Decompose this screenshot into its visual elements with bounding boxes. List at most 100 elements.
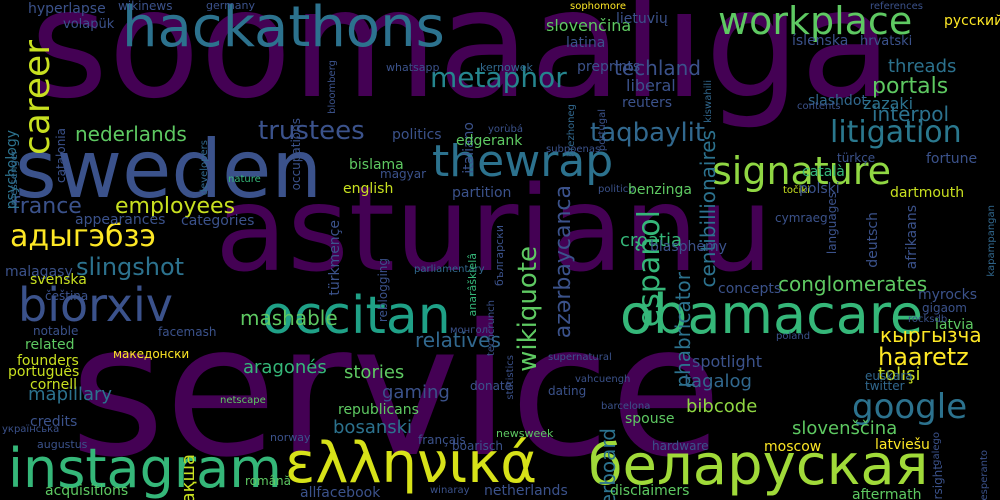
word-dating: dating xyxy=(548,384,587,398)
word-slashdot: slashdot xyxy=(808,93,867,109)
word-appearances: appearances xyxy=(75,212,166,228)
word-facemash: facemash xyxy=(158,325,217,339)
word-norway: norway xyxy=(270,431,311,444)
word-gigaom: gigaom xyxy=(922,301,967,315)
word-lietuviu: lietuvių xyxy=(616,11,668,27)
word-moscow: moscow xyxy=(764,439,822,455)
word-slingshot: slingshot xyxy=(76,253,185,281)
word-winaray: winaray xyxy=(430,485,470,496)
word-deutsch: deutsch xyxy=(865,212,881,268)
word-wikinews: wikinews xyxy=(118,0,173,13)
word-career: career xyxy=(17,40,58,155)
word-hardware: hardware xyxy=(652,439,709,453)
word-rocksdb: rocksdb xyxy=(908,314,948,325)
word-centibillionaires: centibillionaires xyxy=(696,130,720,288)
word-қазақша: қазақша xyxy=(178,454,199,500)
word-bislama: bislama xyxy=(349,157,404,173)
word-disclaimers: disclaimers xyxy=(610,483,690,499)
word-roma-na: română xyxy=(245,474,292,488)
word-kiswahili: kiswahili xyxy=(703,80,714,123)
word-aragone-s: aragonés xyxy=(243,357,327,378)
word-twitter: twitter xyxy=(865,379,905,393)
word-tu-rkc-e: türkçe xyxy=(837,151,876,165)
word-кыргызча: кыргызча xyxy=(880,323,982,347)
word-stories: stories xyxy=(344,362,405,383)
word-aftermath: aftermath xyxy=(852,487,922,500)
word-litigation: litigation xyxy=(830,115,962,150)
word-kapampangan: kapampangan xyxy=(986,205,997,277)
word-latina: latina xyxy=(566,35,606,51)
word-адыгэбзэ: адыгэбзэ xyxy=(10,219,156,254)
word-vahcuengh: vahcuengh xyxy=(575,374,631,385)
word-instagram: instagram xyxy=(8,437,282,500)
word-afrikaans: afrikaans xyxy=(904,205,920,270)
word-galego: galego xyxy=(931,432,942,466)
word-interpol: interpol xyxy=(872,102,950,126)
word-politics: politics xyxy=(392,127,442,143)
word-conglomerates: conglomerates xyxy=(778,272,928,296)
word-tol-s-i: tolışi xyxy=(878,364,921,385)
word-relatives: relatives xyxy=(415,328,501,352)
word-newsweek: newsweek xyxy=(496,427,554,440)
word-espan-ol: español xyxy=(632,210,667,328)
word-related: related xyxy=(25,337,75,353)
word-categories: categories xyxy=(181,213,255,229)
word-bibcode: bibcode xyxy=(686,396,758,417)
word-netscape: netscape xyxy=(220,395,266,406)
word-catala: català xyxy=(802,164,845,180)
word-malagasy: malagasy xyxy=(5,264,73,280)
word-oversight: oversight xyxy=(931,465,945,500)
word-notable: notable xyxy=(33,324,79,338)
word-netherlands: netherlands xyxy=(484,483,568,499)
word-latvia: latvia xyxy=(935,317,974,333)
word-c-es-tina: čeština xyxy=(45,289,89,303)
word-service: service xyxy=(70,285,722,497)
word-donate: donate xyxy=(470,379,513,393)
word-hyperlapse: hyperlapse xyxy=(28,1,106,17)
word-occitan: occitan xyxy=(262,286,451,346)
word-techcrunch: techcrunch xyxy=(486,300,497,357)
word-cornell: cornell xyxy=(30,377,78,393)
word-blasphemy: blasphemy xyxy=(650,239,727,255)
word-svenska: svenska xyxy=(30,272,87,288)
word-cymraeg: cymraeg xyxy=(775,211,828,225)
word-polski: polski xyxy=(799,181,840,197)
word-barcelona: barcelona xyxy=(601,401,651,412)
word-volapu-k: volapük xyxy=(63,17,115,32)
word-employees: employees xyxy=(115,194,236,219)
word-liberal: liberal xyxy=(626,76,676,95)
word-taqbaylit: taqbaylit xyxy=(590,118,706,148)
word-biorxiv: biorxiv xyxy=(18,278,174,332)
word-subpoenas: subpoenas xyxy=(546,144,601,155)
word-languages: languages xyxy=(825,192,839,255)
word-workplace: workplace xyxy=(718,0,913,43)
word-politico: politico xyxy=(598,184,635,195)
word-partition: partition xyxy=(452,185,512,201)
word-tu-rkmenc-e: türkmençe xyxy=(327,220,343,296)
word-русскии: русский xyxy=(944,13,1000,29)
word-haaretz: haaretz xyxy=(878,343,969,371)
word-concepts: concepts xyxy=(718,281,782,297)
word-france: france xyxy=(12,194,82,219)
word-croatia: croatia xyxy=(620,230,683,251)
word-slovens-c-ina: slovenščina xyxy=(792,418,898,439)
word-sophomore: sophomore xyxy=(570,1,627,12)
word-hackathons: hackathons xyxy=(122,0,445,60)
word-nature: nature xyxy=(228,174,261,185)
word-republicans: republicans xyxy=(338,402,419,418)
word-trustees: trustees xyxy=(258,116,365,146)
word-reblogging: reblogging xyxy=(376,258,390,323)
word-tagalog: tagalog xyxy=(684,371,752,392)
word-dartmouth: dartmouth xyxy=(890,185,965,201)
word-franc-ais: français xyxy=(418,433,466,447)
word-ελληνικα: ελληνικά xyxy=(285,431,538,496)
word-thewrap: thewrap xyxy=(432,136,614,187)
word-edgerank: edgerank xyxy=(456,133,523,149)
word-portals: portals xyxy=(872,74,949,99)
word-македонски: македонски xyxy=(113,347,190,361)
word-беларуская: беларуская xyxy=(588,433,929,498)
word-zazaki: zazaki xyxy=(863,94,914,113)
word-soomaaliga: soomaaliga xyxy=(30,0,893,132)
word-whatsapp: whatsapp xyxy=(386,61,440,74)
